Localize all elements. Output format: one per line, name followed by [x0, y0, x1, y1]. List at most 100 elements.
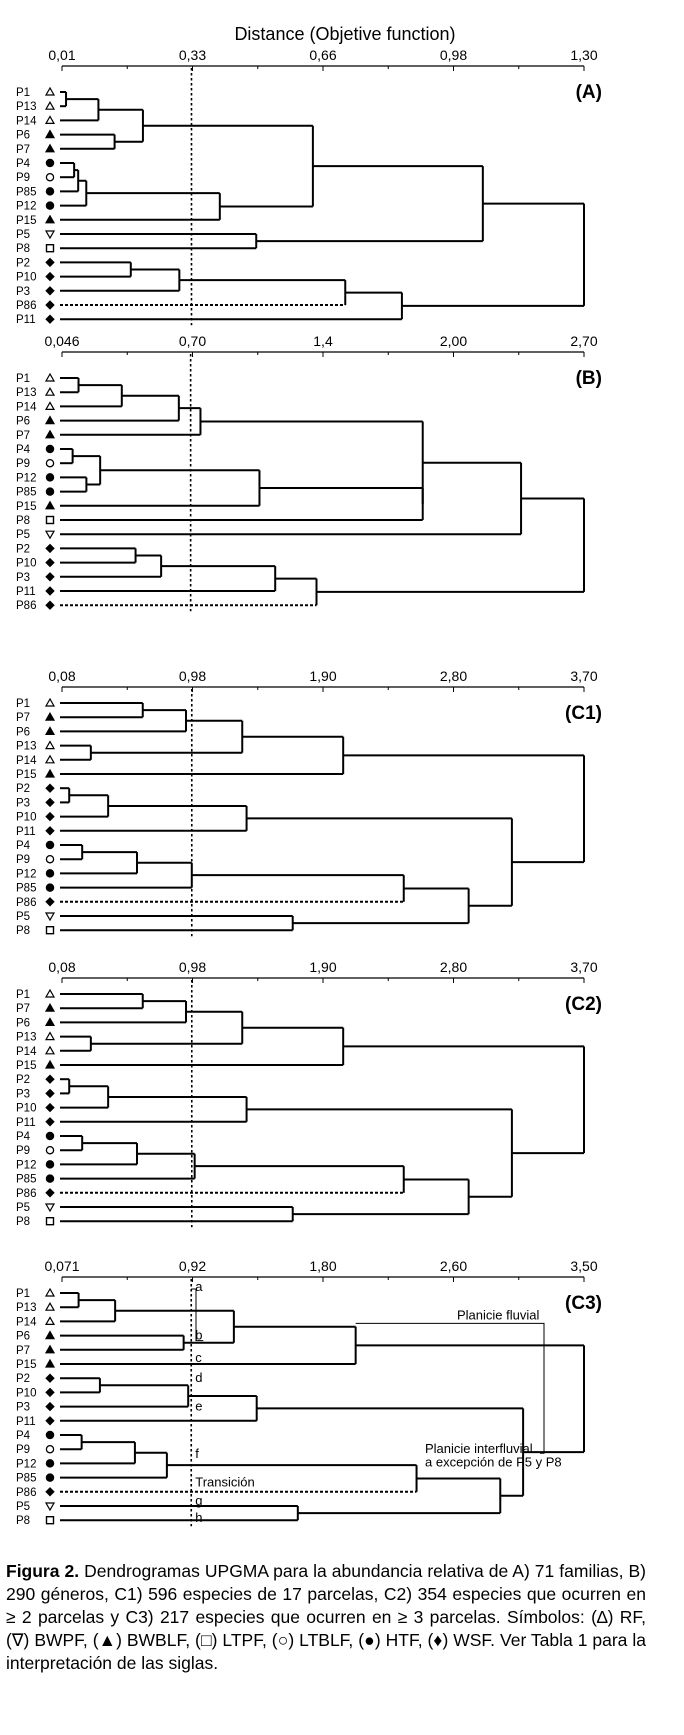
- panel-5-leaf-label: P7: [16, 1345, 30, 1357]
- panel-2-leaf-label: P13: [16, 387, 36, 399]
- panel-2-leaf-label: P86: [16, 600, 36, 612]
- panel-2-leaf-symbol: [45, 600, 55, 610]
- panel-2-leaf-symbol: [45, 557, 55, 568]
- panel-4-leaf-symbol: [45, 1216, 55, 1226]
- panel-2-leaf-label: P1: [16, 373, 30, 385]
- panel-3-leaf-symbol: [44, 697, 56, 707]
- panel-4-leaf-symbol: [44, 1002, 56, 1012]
- panel-4-leaf-symbol: [45, 1131, 55, 1141]
- panel-2-leaf-label: P12: [16, 472, 36, 484]
- panel-5-leaf-symbol: [45, 1487, 55, 1497]
- panel-1-leaf-label: P4: [16, 158, 31, 170]
- panel-3-tick-label: 0,98: [179, 668, 206, 684]
- panel-2-leaf-label: P4: [16, 444, 31, 456]
- panel-5-tick-label: 0,92: [179, 1258, 206, 1274]
- panel-4-leaf-symbol: [44, 1203, 56, 1213]
- panel-2-leaf-symbol: [45, 543, 55, 554]
- caption-text: Dendrogramas UPGMA para la abundancia re…: [6, 1561, 646, 1673]
- panel-5-leaf-label: P2: [16, 1373, 30, 1385]
- panel-3-leaf-label: P8: [16, 925, 30, 937]
- panel-3-leaf-label: P1: [16, 698, 30, 710]
- panel-4-leaf-label: P9: [16, 1145, 30, 1157]
- panel-4-leaf-label: P10: [16, 1103, 36, 1115]
- panel-4-leaf-symbol: [44, 1031, 56, 1041]
- panel-1-leaf-symbol: [44, 214, 56, 224]
- panel-1-tick-label: 0,66: [309, 47, 336, 63]
- panel-4-leaf-label: P7: [16, 1003, 30, 1015]
- panel-2-leaf-symbol: [45, 586, 55, 596]
- figure-caption: Figura 2. Dendrogramas UPGMA para la abu…: [6, 1560, 646, 1675]
- panel-5-leaf-symbol: [45, 1515, 55, 1525]
- panel-5-leaf-label: P85: [16, 1473, 36, 1485]
- panel-3-leaf-symbol: [45, 826, 55, 836]
- panel-3-leaf-symbol: [45, 926, 55, 935]
- panel-2-leaf-label: P11: [16, 586, 36, 598]
- panel-4-tick-label: 3,70: [570, 959, 597, 975]
- panel-4-leaf-symbol: [45, 1145, 55, 1155]
- panel-4-label: (C2): [565, 994, 602, 1015]
- transition-label: Transición: [195, 1475, 254, 1490]
- panel-1-tick-label: 0,01: [48, 47, 75, 63]
- panel-4-tick-label: 0,08: [48, 959, 75, 975]
- panel-2-leaf-label: P14: [16, 401, 37, 413]
- panel-4-leaf-symbol: [45, 1117, 55, 1127]
- panel-1-leaf-symbol: [45, 201, 55, 210]
- panel-2-leaf-symbol: [44, 372, 56, 382]
- panel-5-leaf-symbol: [44, 1316, 56, 1326]
- panel-2-tick-label: 0,046: [44, 333, 79, 349]
- panel-3-label: (C1): [565, 703, 602, 724]
- panel-5-leaf-label: P3: [16, 1402, 30, 1414]
- panel-5-label: (C3): [565, 1293, 602, 1314]
- panel-4-leaf-label: P15: [16, 1060, 36, 1072]
- panel-4-leaf-label: P11: [16, 1117, 36, 1129]
- panel-1-leaf-label: P6: [16, 130, 30, 142]
- panel-4-tick-label: 1,90: [309, 959, 336, 975]
- panel-4-leaf-label: P14: [16, 1046, 37, 1058]
- panel-3-leaf-label: P4: [16, 840, 31, 852]
- panel-5-leaf-label: P1: [16, 1288, 30, 1300]
- panel-5-leaf-symbol: [44, 1287, 56, 1297]
- panel-4-leaf-symbol: [44, 1059, 56, 1069]
- panel-5-leaf-label: P6: [16, 1331, 30, 1343]
- panel-2-leaf-symbol: [45, 473, 55, 482]
- panel-5-tick-label: 2,60: [440, 1258, 467, 1274]
- panel-4-tick-label: 0,98: [179, 959, 206, 975]
- panel-1-leaf-label: P7: [16, 144, 30, 156]
- panel-2-leaf-label: P3: [16, 572, 30, 584]
- panel-3-leaf-symbol: [45, 869, 55, 878]
- panel-3-leaf-symbol: [44, 711, 56, 721]
- panel-5-tick-label: 1,80: [309, 1258, 336, 1274]
- panel-5-tick-label: 0,071: [44, 1258, 79, 1274]
- panel-5-leaf-symbol: [45, 1401, 55, 1412]
- panel-5-leaf-symbol: [45, 1387, 55, 1398]
- panel-2-tick-label: 2,70: [570, 333, 597, 349]
- panel-1-leaf-label: P14: [16, 115, 37, 127]
- panel-5-leaf-symbol: [45, 1473, 55, 1482]
- panel-3-leaf-symbol: [45, 883, 55, 892]
- planicie-interfluvial-label: Planicie interfluvial: [425, 1441, 533, 1456]
- figure-title: Distance (Objetive function): [234, 24, 455, 44]
- group-letter-f: f: [195, 1446, 199, 1461]
- panel-5-leaf-label: P86: [16, 1487, 36, 1499]
- panel-5-leaf-symbol: [45, 1416, 55, 1426]
- panel-5-leaf-label: P15: [16, 1359, 36, 1371]
- panel-2-leaf-symbol: [44, 386, 56, 396]
- panel-2-leaf-symbol: [44, 530, 56, 540]
- panel-3-tick-label: 0,08: [48, 668, 75, 684]
- panel-1-leaf-symbol: [45, 243, 55, 253]
- panel-5-leaf-symbol: [44, 1502, 56, 1512]
- panel-4-leaf-label: P5: [16, 1202, 30, 1214]
- panel-1-leaf-symbol: [45, 300, 55, 310]
- group-letter-d: d: [195, 1370, 202, 1385]
- panel-1-leaf-symbol: [44, 129, 56, 139]
- panel-1-leaf-symbol: [45, 187, 55, 196]
- panel-3-leaf-label: P85: [16, 883, 36, 895]
- panel-4-leaf-label: P1: [16, 989, 30, 1001]
- panel-2-leaf-label: P6: [16, 416, 30, 428]
- panel-5-leaf-symbol: [44, 1301, 56, 1311]
- panel-4-leaf-symbol: [44, 1017, 56, 1027]
- panel-3-leaf-symbol: [44, 754, 56, 764]
- panel-1-leaf-symbol: [44, 86, 56, 96]
- panel-2-leaf-label: P2: [16, 543, 30, 555]
- panel-4-leaf-label: P12: [16, 1159, 36, 1171]
